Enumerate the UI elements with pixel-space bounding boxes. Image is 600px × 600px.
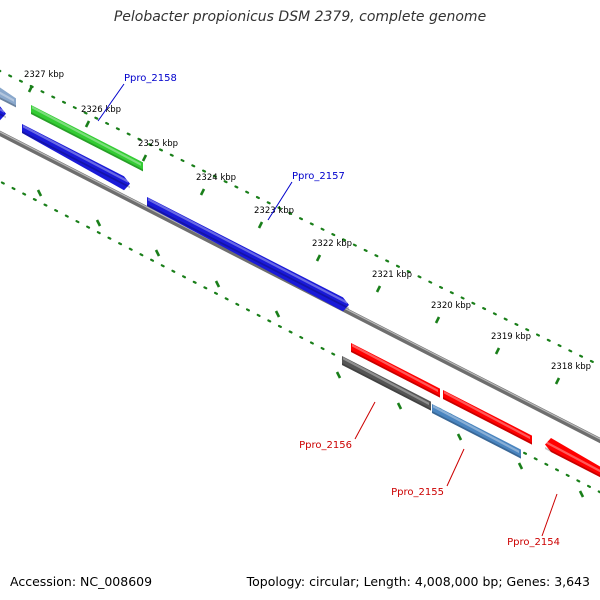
kbp-label: 2319 kbp [491, 332, 531, 342]
kbp-label: 2326 kbp [81, 105, 121, 115]
kbp-label: 2320 kbp [431, 301, 471, 311]
kbp-major-tick [494, 347, 501, 355]
kbp-label: 2324 kbp [196, 173, 236, 183]
inner-major-tick [335, 371, 342, 379]
kbp-major-tick [84, 120, 91, 128]
inner-major-tick [274, 310, 281, 318]
gene-label[interactable]: Ppro_2154 [507, 537, 560, 548]
gene-label-leader [97, 83, 125, 122]
kbp-major-tick [141, 154, 148, 162]
accession-text: Accession: NC_008609 [10, 574, 153, 589]
gene-arrow-reverse[interactable] [351, 343, 440, 398]
inner-major-tick [95, 219, 102, 227]
map-title: Pelobacter propionicus DSM 2379, complet… [113, 9, 487, 25]
gene-arrow-forward[interactable] [22, 124, 130, 191]
gene-arrow-forward[interactable] [0, 96, 6, 121]
gene-arrows [0, 78, 600, 490]
kbp-major-tick [554, 377, 561, 385]
inner-major-tick [36, 189, 43, 197]
gene-arrow-forward[interactable] [31, 105, 143, 172]
gene-label-leader [267, 181, 293, 221]
gene-label[interactable]: Ppro_2156 [299, 440, 352, 451]
gene-arrow-reverse[interactable] [432, 404, 521, 459]
gene-label[interactable]: Ppro_2158 [124, 73, 177, 84]
gene-arrow-forward[interactable] [0, 78, 16, 108]
gene-label-leader [354, 401, 376, 440]
kbp-label: 2321 kbp [372, 270, 412, 280]
gene-label[interactable]: Ppro_2155 [391, 487, 444, 498]
gene-arrow-reverse[interactable] [342, 356, 431, 411]
inner-tick-ring [0, 180, 600, 494]
inner-major-tick [154, 249, 161, 257]
genome-summary-text: Topology: circular; Length: 4,008,000 bp… [246, 574, 590, 589]
kbp-label: 2327 kbp [24, 70, 64, 80]
gene-arrow-reverse[interactable] [443, 390, 532, 445]
kbp-ticks [27, 85, 561, 385]
inner-major-tick [396, 402, 403, 410]
kbp-major-tick [375, 285, 382, 293]
kbp-major-tick [434, 316, 441, 324]
gene-labels: Ppro_2158 Ppro_2157 Ppro_2156 Ppro_2155 Ppro… [97, 73, 560, 548]
gene-label-leader [446, 448, 465, 487]
kbp-major-tick [27, 85, 34, 93]
gene-label-leader [541, 493, 558, 537]
inner-major-tick [456, 433, 463, 441]
kbp-major-tick [257, 221, 264, 229]
inner-major-ticks [36, 189, 585, 498]
gene-arrow-reverse[interactable] [545, 438, 600, 490]
inner-major-tick [517, 462, 524, 470]
outer-tick-ring [0, 69, 600, 367]
gene-label[interactable]: Ppro_2157 [292, 171, 345, 182]
inner-major-tick [214, 280, 221, 288]
gene-arrow-forward[interactable] [147, 197, 349, 312]
inner-major-tick [578, 490, 585, 498]
kbp-label: 2325 kbp [138, 139, 178, 149]
kbp-major-tick [199, 188, 206, 196]
kbp-label: 2322 kbp [312, 239, 352, 249]
kbp-label: 2318 kbp [551, 362, 591, 372]
kbp-major-tick [315, 254, 322, 262]
